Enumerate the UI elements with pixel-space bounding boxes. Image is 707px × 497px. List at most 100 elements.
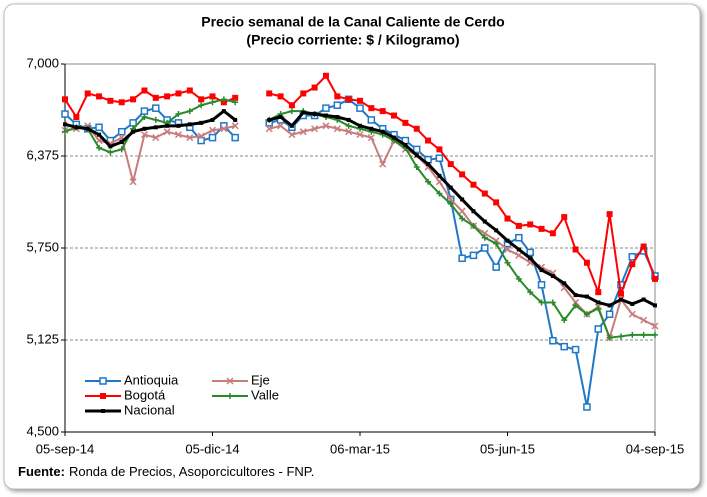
marker	[334, 93, 341, 100]
marker	[447, 200, 454, 207]
marker	[174, 131, 182, 139]
marker	[583, 311, 590, 318]
marker	[231, 122, 239, 130]
marker	[96, 93, 103, 100]
marker	[583, 259, 590, 266]
marker	[141, 87, 148, 94]
marker	[537, 281, 546, 289]
chart-title: Precio semanal de la Canal Caliente de C…	[201, 14, 504, 30]
marker	[379, 160, 387, 168]
marker	[278, 114, 283, 119]
marker	[471, 209, 476, 214]
marker	[583, 403, 591, 411]
source: Fuente: Ronda de Precios, Asoporcicultore…	[18, 464, 314, 479]
marker	[187, 122, 192, 127]
marker	[300, 90, 307, 97]
marker	[322, 122, 330, 130]
marker	[607, 303, 612, 308]
marker	[562, 281, 567, 286]
marker	[435, 154, 444, 162]
marker	[640, 331, 647, 338]
marker	[232, 99, 239, 106]
marker	[380, 129, 385, 134]
marker	[617, 290, 624, 297]
marker	[605, 310, 614, 318]
marker	[333, 125, 341, 133]
marker	[265, 125, 273, 133]
marker	[356, 104, 364, 112]
marker	[345, 122, 352, 129]
marker	[606, 211, 613, 218]
source-label: Fuente:	[18, 464, 65, 479]
marker	[528, 256, 533, 261]
marker	[572, 302, 579, 309]
chart-subtitle: (Precio corriente: $ / Kilogramo)	[246, 32, 459, 48]
marker	[288, 108, 295, 115]
marker	[358, 123, 362, 128]
marker	[561, 214, 568, 221]
marker	[266, 90, 273, 97]
marker	[630, 301, 635, 306]
legend-marker	[100, 393, 106, 399]
marker	[628, 310, 636, 318]
marker	[402, 119, 409, 126]
y-tick-label: 5,125	[26, 331, 59, 346]
marker	[208, 126, 217, 134]
marker	[391, 112, 398, 119]
marker	[549, 299, 556, 306]
marker	[595, 289, 602, 296]
marker	[560, 342, 568, 351]
marker	[299, 128, 307, 136]
marker	[198, 96, 205, 103]
marker	[515, 233, 523, 242]
x-tick-label: 05-jun-15	[480, 441, 535, 456]
marker	[539, 268, 544, 273]
marker	[572, 246, 579, 253]
x-tick-label: 05-sep-14	[36, 441, 95, 456]
marker	[606, 334, 613, 341]
marker	[140, 131, 148, 139]
marker	[288, 131, 296, 139]
marker	[198, 102, 205, 109]
marker	[142, 126, 147, 131]
marker	[277, 93, 284, 100]
marker	[323, 113, 328, 118]
x-tick-label: 05-dic-14	[185, 441, 239, 456]
marker	[267, 117, 272, 122]
marker	[220, 125, 228, 133]
marker	[458, 207, 466, 215]
marker	[85, 126, 90, 131]
marker	[504, 215, 511, 222]
marker	[153, 125, 158, 130]
source-text: Ronda de Precios, Asoporcicultores - FNP…	[69, 464, 314, 479]
legend-marker	[227, 393, 233, 399]
marker	[62, 96, 68, 103]
marker	[199, 120, 204, 125]
marker	[617, 333, 624, 340]
marker	[141, 113, 148, 120]
marker	[131, 129, 136, 134]
marker	[96, 144, 103, 151]
marker	[164, 93, 171, 100]
marker	[549, 230, 556, 237]
y-tick-label: 4,500	[26, 423, 59, 438]
marker	[640, 243, 647, 250]
marker	[356, 131, 364, 139]
marker	[367, 134, 375, 142]
marker	[459, 171, 466, 178]
marker	[538, 299, 545, 306]
marker	[209, 93, 216, 100]
marker	[186, 134, 194, 142]
legend-marker	[226, 377, 234, 385]
marker	[84, 90, 91, 97]
marker	[210, 117, 215, 122]
marker	[652, 331, 658, 338]
marker	[118, 146, 125, 153]
legend-label: Nacional	[124, 402, 175, 417]
marker	[425, 137, 432, 144]
marker	[97, 132, 102, 137]
marker	[379, 108, 386, 115]
legend-label: Antioquia	[124, 372, 179, 387]
